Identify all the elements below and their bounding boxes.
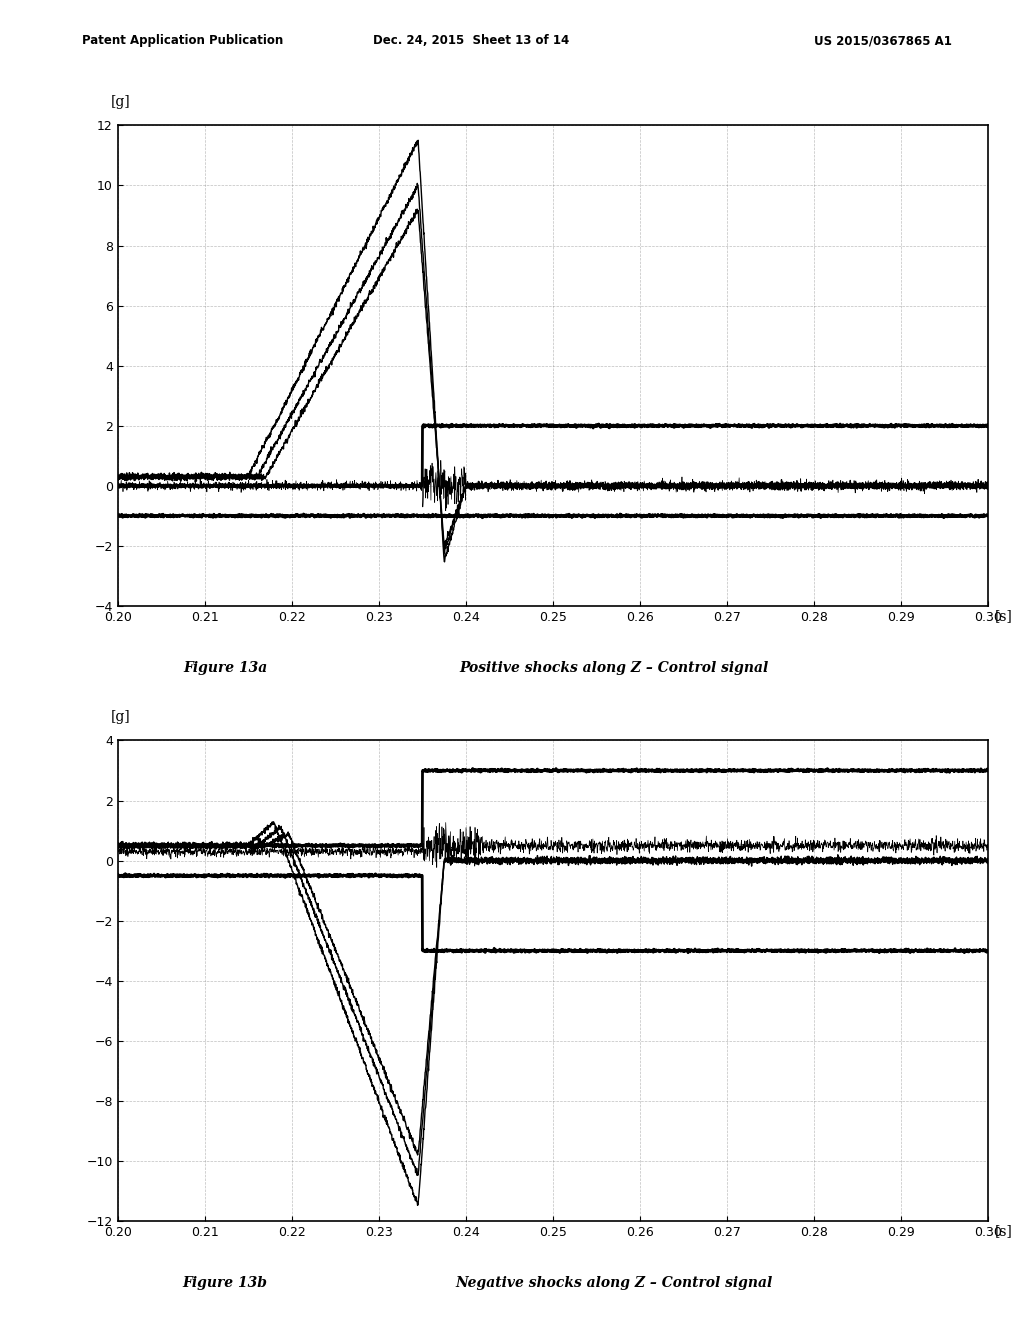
Text: Patent Application Publication: Patent Application Publication [82,34,284,48]
Text: Negative shocks along Z – Control signal: Negative shocks along Z – Control signal [456,1276,773,1291]
Text: [s]: [s] [995,1224,1013,1238]
Text: Figure 13a: Figure 13a [183,661,267,676]
Text: US 2015/0367865 A1: US 2015/0367865 A1 [814,34,952,48]
Text: Figure 13b: Figure 13b [182,1276,268,1291]
Text: [g]: [g] [111,710,131,723]
Text: [g]: [g] [111,95,131,108]
Text: Dec. 24, 2015  Sheet 13 of 14: Dec. 24, 2015 Sheet 13 of 14 [373,34,569,48]
Text: Positive shocks along Z – Control signal: Positive shocks along Z – Control signal [460,661,769,676]
Text: [s]: [s] [995,609,1013,623]
